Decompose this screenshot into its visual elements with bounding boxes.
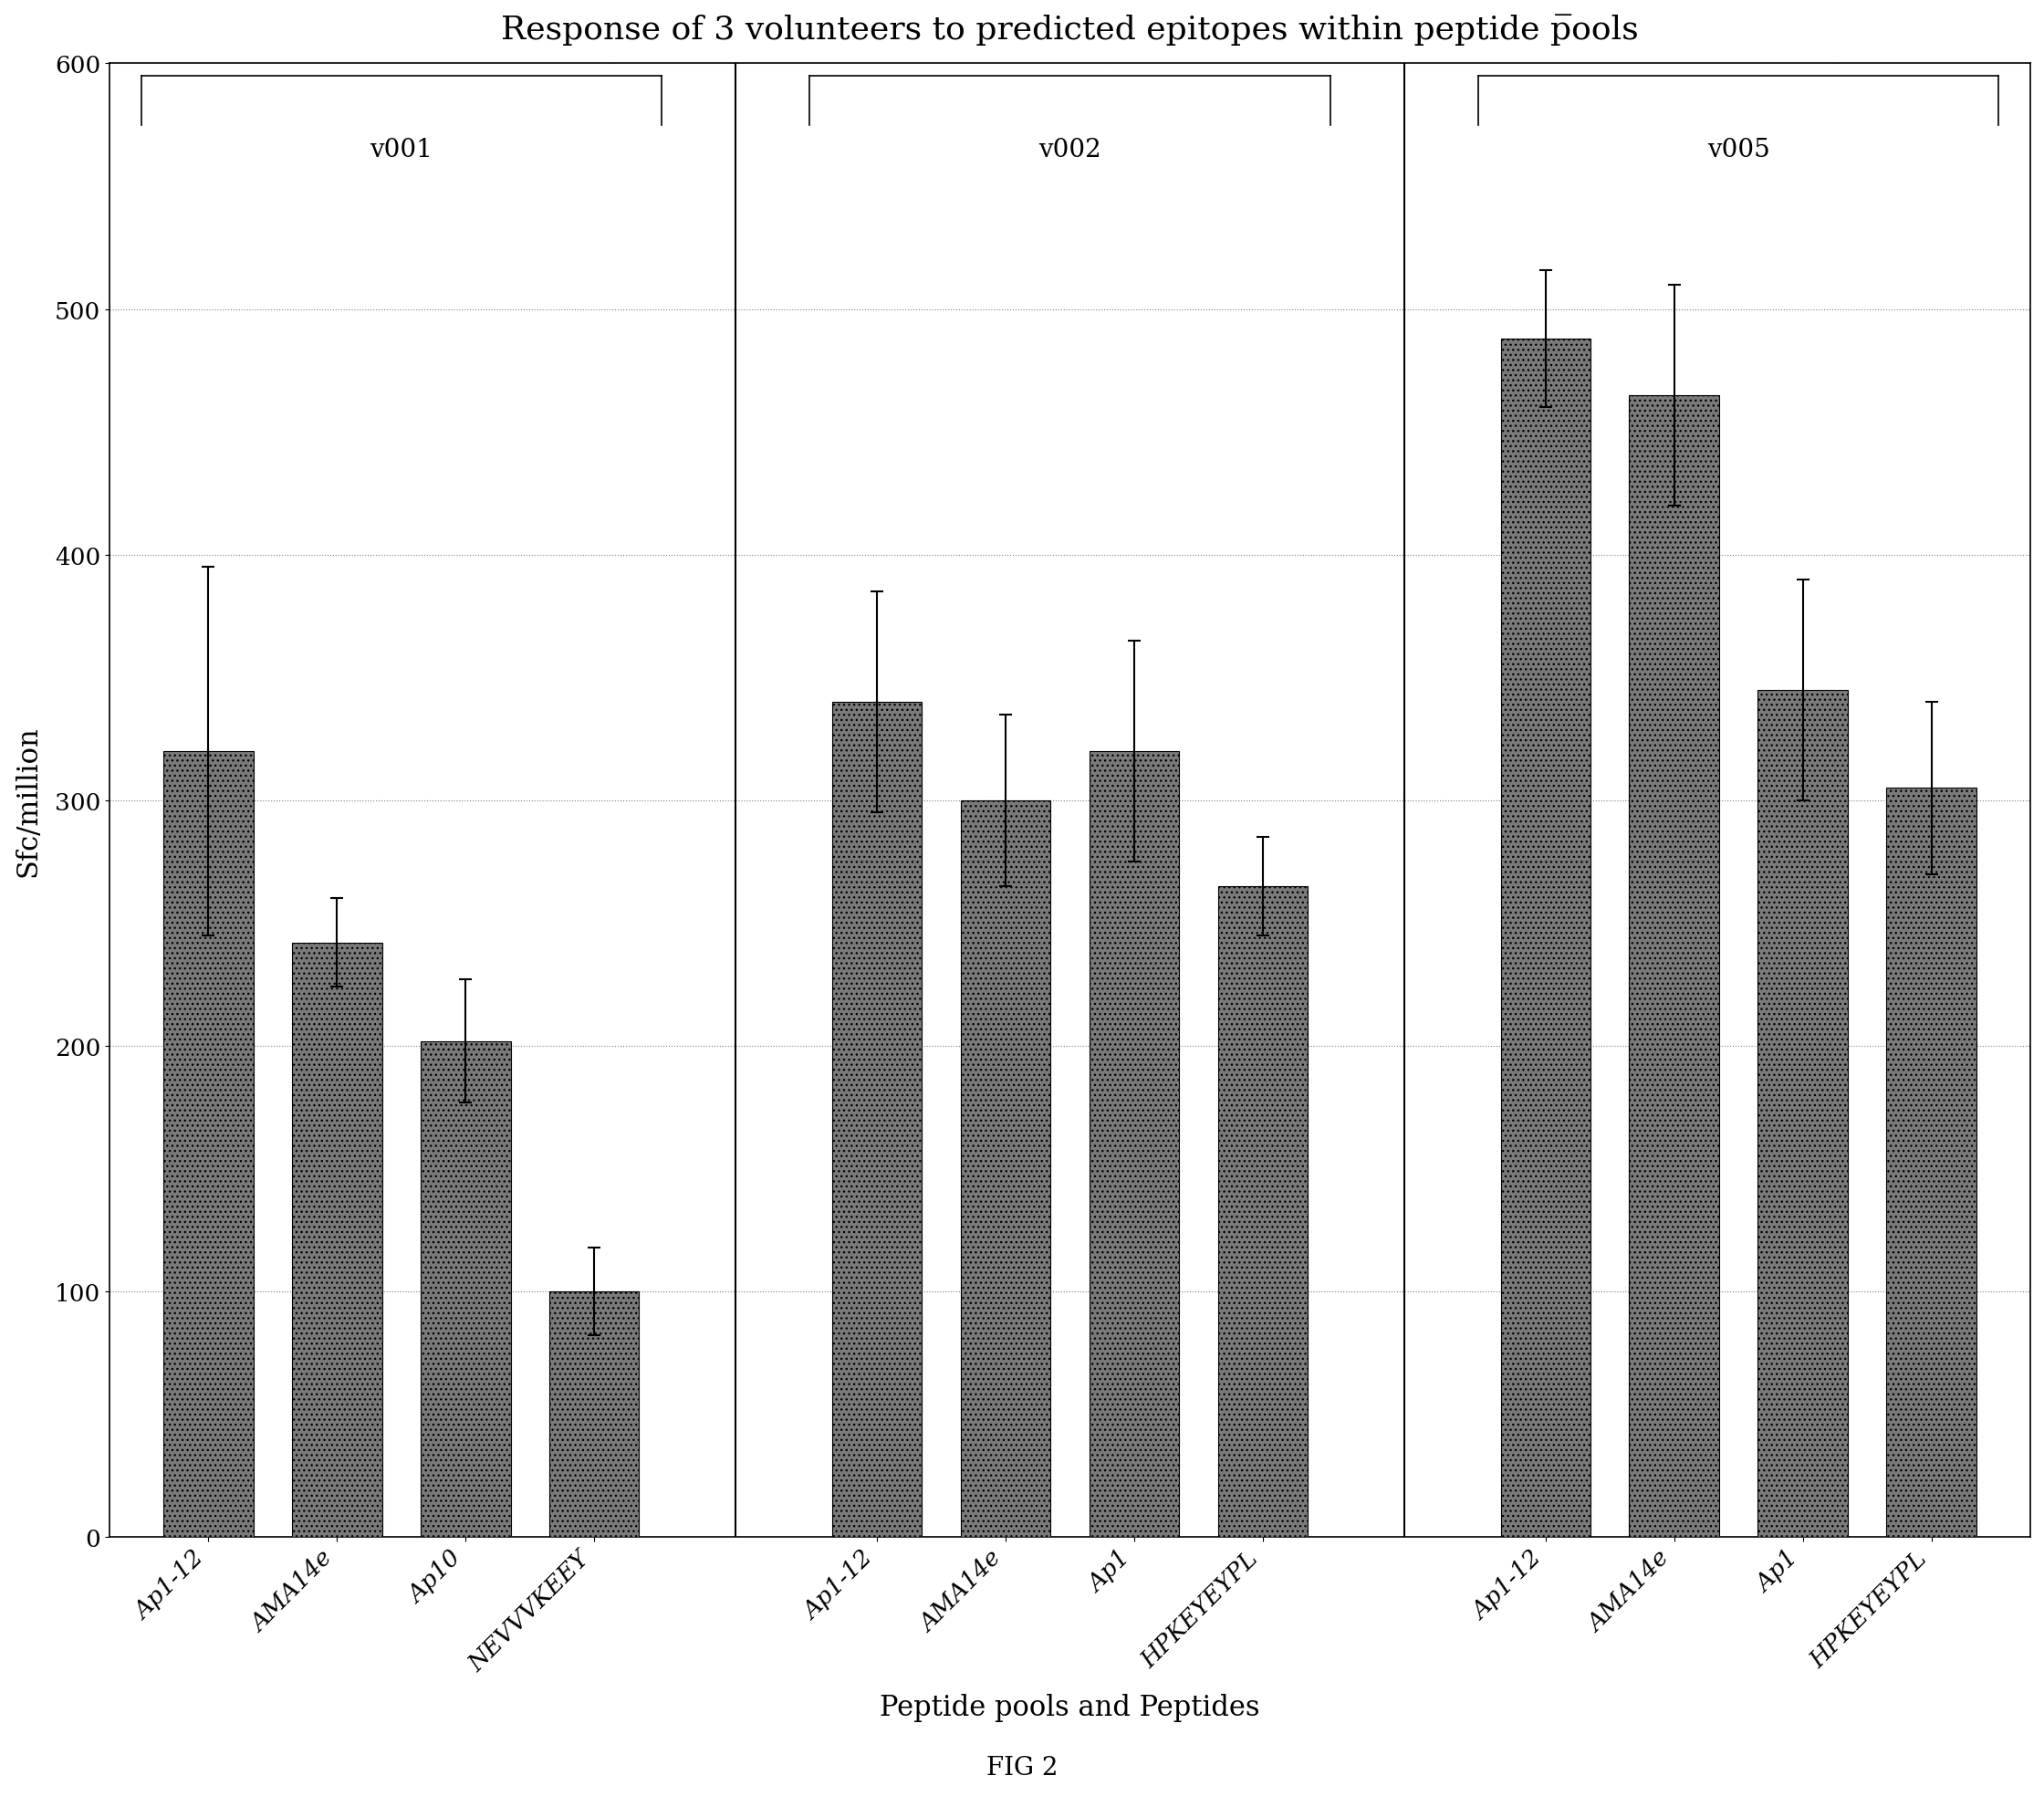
Bar [832,703,922,1538]
Title: Response of 3 volunteers to predicted epitopes within peptide p̅ools: Response of 3 volunteers to predicted ep… [501,14,1639,45]
Bar [1218,887,1308,1538]
Bar [292,943,382,1538]
Bar [550,1292,640,1538]
Bar [421,1041,511,1538]
X-axis label: Peptide pools and Peptides: Peptide pools and Peptides [879,1693,1259,1720]
Text: v001: v001 [370,137,433,163]
Text: FIG 2: FIG 2 [985,1755,1059,1780]
Bar [1089,752,1179,1538]
Bar [1758,690,1848,1538]
Bar [961,801,1051,1538]
Y-axis label: Sfc/million: Sfc/million [14,725,43,876]
Bar [1887,788,1977,1538]
Text: v002: v002 [1038,137,1102,163]
Bar [1500,340,1590,1538]
Bar [164,752,253,1538]
Text: v005: v005 [1707,137,1770,163]
Bar [1629,396,1719,1538]
